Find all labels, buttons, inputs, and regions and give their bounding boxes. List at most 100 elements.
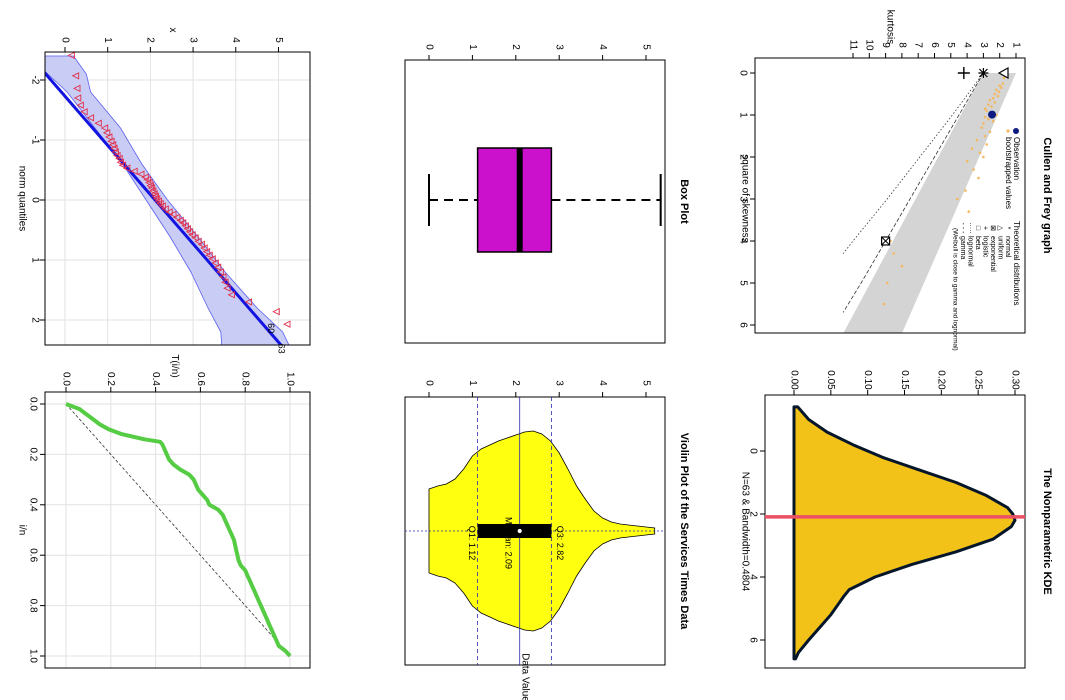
qq-point [191,234,199,242]
qq-point [197,240,206,249]
qq-point [102,129,111,137]
qq-point [223,284,231,292]
qq-tick-label-q: 2 [29,317,40,323]
ttt-tick-label-in: 0.4 [27,498,38,512]
kde-plot-frame [764,394,1026,669]
qq-point [130,167,138,175]
qq-tick-label-x: 1 [102,37,113,43]
qq-point [136,170,145,178]
box-tick-label: 5 [640,44,651,50]
cf-tick-label-kurt: 8 [896,42,907,48]
qq-point [213,263,222,271]
kde-tick-label-x: 2 [747,511,758,517]
qq-point [172,213,181,222]
cf-logistic-marker [957,67,970,79]
box-iqr-rect [476,147,553,253]
ttt-tick-label-in: 0.0 [27,397,38,411]
qq-point [115,154,123,163]
ttt-tick-label-in: 0.8 [27,599,38,613]
cf-tick-label-kurt: 10 [864,39,875,51]
cf-bootstrap-point [986,117,990,121]
cf-legend-theo-label: uniform [997,236,1004,260]
kde-title: The Nonparametric KDE [1041,468,1053,595]
cf-tick-label-kurt: 4 [961,42,972,48]
cf-bootstrap-point [995,88,998,92]
cf-legend-theo-label: beta [974,236,981,250]
qq-plot-area [45,52,291,345]
qq-point [183,225,191,233]
qq-point [176,216,184,225]
cf-bootstrap-point [1001,82,1005,85]
kde-tick-label-density: 0.05 [825,370,836,390]
kde-tick-label-x: 6 [747,637,758,643]
kde-tick-label-density: 0.30 [1009,370,1020,390]
qq-point [158,202,166,210]
box-plot-panel: 0 1 2 3 4 5 Box Plot [404,44,690,344]
qq-point [118,161,127,169]
cf-plot-area [842,72,1016,333]
kde-density-area [792,405,1017,661]
cf-legend-theo-label: lognormal [967,236,974,267]
cf-legend-theo-title: Theoretical distributions [1012,221,1021,305]
cf-tick-label-skew: 1 [737,112,748,118]
cf-axis-label-kurt: kurtosis [884,10,895,44]
ttt-tick-label-t: 0.2 [105,372,116,386]
qq-point [147,184,156,192]
cf-tick-label-skew: 5 [737,280,748,286]
qq-point [86,114,95,122]
cf-legend-obs-symbol [1013,128,1019,134]
qq-point [111,148,119,156]
qq-tick-label-q: 1 [29,257,40,263]
qq-point [108,141,117,149]
qq-point-label: 60 [266,323,276,333]
cf-bootstrap-point [993,101,997,104]
violin-tick-label: 2 [510,380,521,386]
qq-point [110,144,118,153]
ttt-tick-label-t: 0.8 [240,372,251,386]
qq-tick-label-x: 0 [59,37,70,43]
qq-point [94,119,102,127]
qq-point [227,291,235,299]
cf-exponential-marker-cross [881,236,890,246]
ttt-curve [65,402,292,658]
cf-bootstrap-point [985,143,988,146]
qq-confidence-band [45,55,290,345]
qq-point [104,133,113,141]
qq-fit-line [45,70,283,345]
qq-point [202,247,211,256]
cf-tick-label-kurt: 11 [847,40,858,51]
ttt-plot-panel: 0.0 0.2 0.4 0.6 0.8 1.0 0.0 0.2 0.4 0.6 0.8 1.0 i/n T… [16,354,311,669]
violin-tick-label: 5 [640,380,651,386]
cf-bootstrap-point [1002,76,1006,80]
cf-bootstrap-point [967,210,971,213]
kde-panel: 0 2 4 6 0.00 0.05 0.10 0.15 0.20 0.25 0.30 The Nonp… [739,370,1053,669]
box-tick-label: 3 [554,44,565,50]
cf-bootstrap-point [982,155,985,159]
qq-point [205,251,213,259]
cf-bootstrap-point [988,130,992,134]
qq-point [67,52,75,60]
kde-tick-label-density: 0.10 [862,370,873,390]
qq-point-label: 63 [277,344,287,354]
box-tick-label: 4 [597,44,608,50]
cf-tick-label-kurt: 7 [913,42,924,48]
cf-bootstrap-point [900,264,904,268]
cf-legend-symbol: ⊠ [989,225,996,231]
cf-legend-symbol: △ [997,225,1004,231]
cf-bootstrap-point [985,109,988,113]
cf-bootstrap-point [983,134,987,138]
kde-axis-label-x: N=63 & Bandwidth=0.4804 [739,472,750,592]
box-tick-label: 2 [510,44,521,50]
qq-tick-label-x: 2 [145,37,156,43]
cf-legend-symbol: □ [974,226,981,231]
violin-tick-label: 0 [423,380,434,386]
cf-legend-symbol: ····· [967,222,974,234]
kde-tick-label-density: 0.00 [788,370,799,390]
qq-point [272,307,280,316]
cf-tick-label-kurt: 1 [1010,42,1021,48]
qq-plot-panel: 60 63 -2 -1 0 1 2 0 1 2 3 4 5 norm quantiles x [16,28,311,354]
cf-uniform-marker [997,66,1009,80]
cf-title: Cullen and Frey graph [1041,137,1053,253]
cf-bootstrap-point [977,176,980,180]
